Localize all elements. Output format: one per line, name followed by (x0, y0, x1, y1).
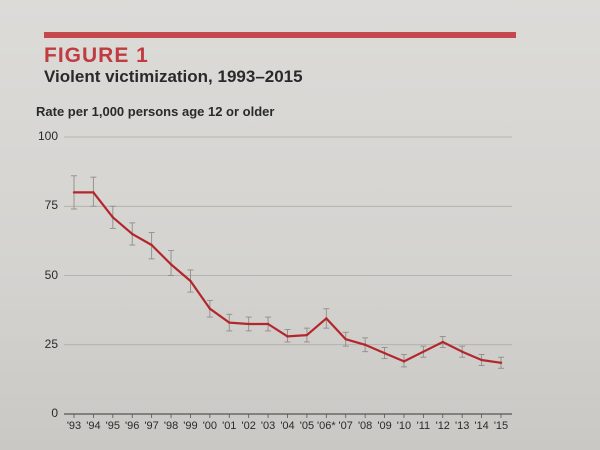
x-tick-label: '13 (455, 420, 470, 432)
x-tick-label: '96 (125, 420, 140, 432)
data-point (189, 279, 192, 283)
data-point (92, 191, 95, 194)
data-point (305, 333, 309, 337)
x-tick-label: '98 (163, 420, 179, 432)
figure-label: FIGURE 1 (44, 44, 149, 67)
x-tick-label: '03 (260, 420, 276, 432)
data-point (228, 321, 231, 324)
data-point (72, 191, 76, 194)
data-point (441, 340, 444, 344)
data-point (286, 335, 289, 338)
data-point (402, 360, 406, 363)
x-tick-label: '08 (357, 420, 373, 432)
x-tick-label: '11 (416, 420, 431, 432)
data-point (169, 263, 173, 266)
data-point (480, 358, 483, 362)
data-point (111, 216, 115, 219)
x-tick-label: '14 (474, 420, 489, 432)
data-point (325, 317, 328, 320)
x-tick-label: '09 (377, 420, 392, 432)
data-point (150, 243, 153, 247)
x-tick-label: '93 (66, 420, 82, 432)
x-tick-label: '95 (105, 420, 120, 432)
x-tick-label: '04 (280, 420, 295, 432)
y-tick-label: 25 (44, 336, 58, 351)
data-point (266, 322, 270, 326)
data-point (422, 350, 425, 353)
x-tick-label: '10 (396, 420, 412, 432)
x-tick-label: '00 (202, 420, 218, 432)
x-tick-label: '94 (86, 420, 101, 432)
x-tick-label: '01 (222, 420, 237, 432)
y-tick-label: 75 (44, 198, 58, 213)
x-tick-label: '02 (241, 420, 256, 432)
y-tick-label: 50 (44, 267, 58, 282)
data-point (131, 232, 134, 236)
data-point (208, 307, 212, 310)
data-point (363, 343, 367, 346)
x-tick-label: '12 (435, 420, 450, 432)
figure-title: Violent victimization, 1993–2015 (44, 67, 303, 86)
data-point (499, 361, 503, 364)
data-point (460, 350, 464, 353)
data-point (247, 322, 250, 326)
y-axis-label: Rate per 1,000 persons age 12 or older (36, 104, 275, 119)
data-point (344, 338, 347, 341)
x-tick-label: '97 (144, 420, 159, 432)
x-tick-label: '99 (183, 420, 198, 432)
x-tick-label: '07 (338, 420, 353, 432)
x-tick-label: '06* (317, 420, 336, 432)
x-tick-label: '15 (493, 420, 509, 432)
data-point (383, 351, 386, 355)
y-tick-label: 100 (37, 129, 58, 143)
x-tick-label: '05 (299, 420, 315, 432)
figure-accent-bar (44, 32, 516, 38)
y-tick-label: 0 (51, 406, 58, 420)
